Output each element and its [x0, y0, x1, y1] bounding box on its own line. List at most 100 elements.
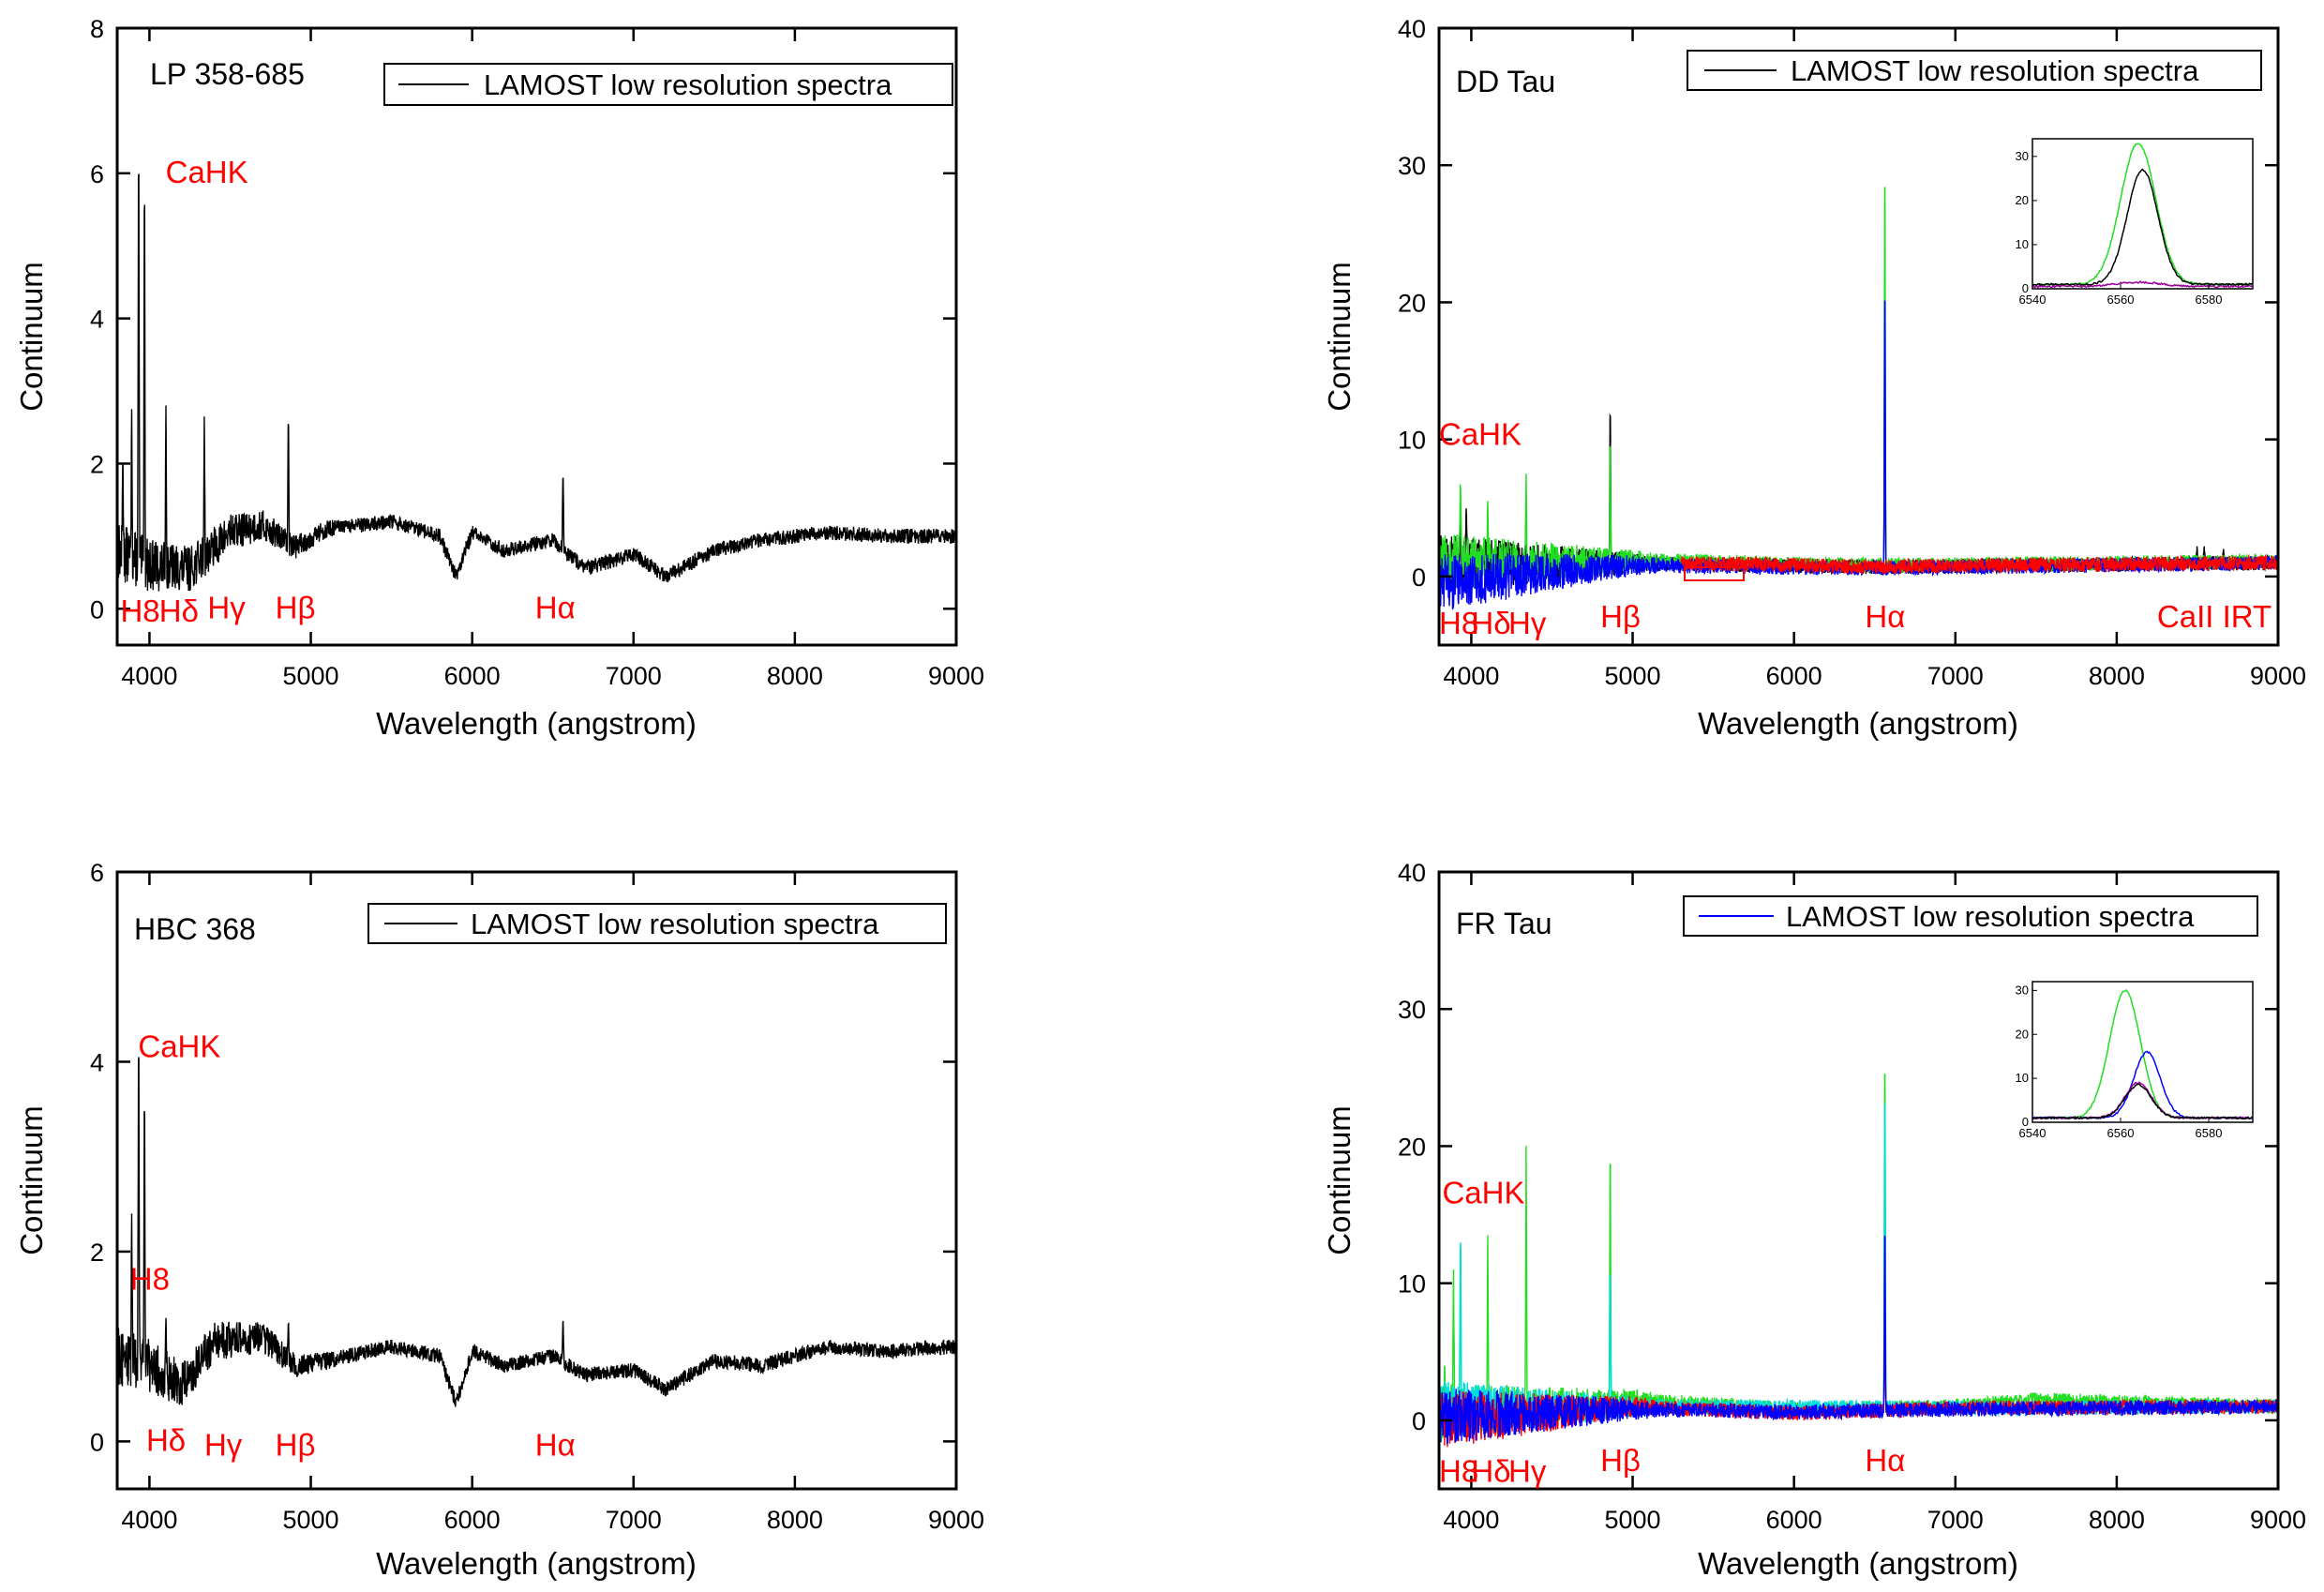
annotation-cahk: CaHK — [1439, 416, 1522, 451]
series-line-green — [1439, 1073, 2278, 1443]
inset-y-tick-label: 20 — [2016, 1027, 2029, 1041]
annotation-h-: Hγ — [1508, 1453, 1547, 1488]
x-tick-label: 8000 — [767, 662, 823, 690]
y-axis-label: Continuum — [1322, 262, 1357, 412]
legend: LAMOST low resolution spectra — [1683, 895, 2258, 937]
inset-y-tick-label: 30 — [2016, 983, 2029, 997]
y-axis-label: Continuum — [14, 1105, 49, 1255]
panel-hbc-368: 4000 5000 6000 7000 8000 9000 0 2 4 6 CaHK H8 Hδ Hγ H… — [14, 859, 984, 1581]
x-tick-label: 5000 — [282, 662, 338, 690]
inset-line — [2032, 1083, 2254, 1120]
inset-x-tick-label: 6540 — [2019, 293, 2047, 307]
annotation-caii-irt: CaII IRT — [2157, 599, 2272, 634]
annotation-h-: Hβ — [276, 590, 316, 624]
x-tick-label: 7000 — [1927, 1506, 1984, 1534]
annotation-h-: Hδ — [159, 593, 199, 628]
annotation-cahk: CaHK — [166, 155, 248, 189]
x-tick-label: 9000 — [928, 1506, 984, 1534]
inset-x-tick-label: 6560 — [2107, 1126, 2135, 1140]
annotation-h-: Hγ — [204, 1427, 243, 1462]
legend: LAMOST low resolution spectra — [383, 63, 953, 106]
x-tick-label: 5000 — [282, 1506, 338, 1534]
annotation-h-: Hδ — [1471, 1453, 1510, 1488]
annotation-h8: H8 — [130, 1261, 170, 1296]
panel-title: DD Tau — [1456, 65, 1555, 98]
annotation-h-: Hγ — [1508, 606, 1547, 640]
legend: LAMOST low resolution spectra — [367, 903, 947, 944]
inset-line — [2032, 280, 2254, 289]
x-tick-label: 9000 — [2250, 1506, 2306, 1534]
inset-line — [2032, 168, 2254, 287]
annotation-h8: H8 — [1439, 606, 1478, 640]
y-tick-label: 40 — [1398, 15, 1426, 43]
y-tick-label: 10 — [1398, 1270, 1426, 1299]
plot-frame — [115, 26, 958, 647]
y-tick-label: 8 — [90, 15, 104, 43]
annotation-cahk: CaHK — [1442, 1176, 1524, 1210]
x-tick-label: 8000 — [2089, 662, 2145, 690]
annotation-h-: Hα — [1865, 1443, 1905, 1478]
x-tick-label: 6000 — [444, 1506, 501, 1534]
annotation-h-: Hβ — [276, 1427, 316, 1462]
inset-y-tick-label: 30 — [2016, 149, 2029, 163]
inset-x-tick-label: 6580 — [2196, 293, 2223, 307]
legend: LAMOST low resolution spectra — [1687, 50, 2262, 91]
panel-fr-tau: 4000 5000 6000 7000 8000 9000 0 10 20 30 40 CaHK H8… — [1322, 859, 2306, 1581]
inset-y-tick-label: 10 — [2016, 237, 2029, 251]
inset-y-tick-label: 20 — [2016, 193, 2029, 207]
y-tick-label: 2 — [90, 450, 104, 478]
series-line-cyan — [1439, 1104, 2278, 1439]
series-line-blue — [1439, 1235, 2278, 1445]
annotation-h-: Hα — [535, 1427, 576, 1462]
legend-label: LAMOST low resolution spectra — [484, 68, 892, 101]
x-axis-label: Wavelength (angstrom) — [1698, 1546, 2018, 1581]
y-tick-label: 4 — [90, 306, 104, 334]
inset-frame — [2032, 138, 2254, 290]
inset-y-tick-label: 0 — [2022, 281, 2029, 295]
y-tick-label: 20 — [1398, 289, 1426, 317]
panel-title: LP 358-685 — [150, 57, 305, 91]
inset-plot: 6540 6560 6580 0 10 20 30 — [2016, 138, 2254, 307]
plot-frame — [1437, 870, 2280, 1491]
y-tick-label: 40 — [1398, 859, 1426, 887]
annotation-h-: Hδ — [1471, 606, 1510, 640]
y-tick-label: 10 — [1398, 427, 1426, 455]
annotation-h-: Hδ — [146, 1422, 186, 1457]
y-tick-label: 30 — [1398, 152, 1426, 180]
x-axis-label: Wavelength (angstrom) — [376, 706, 697, 741]
annotation-h-: Hβ — [1600, 1443, 1641, 1478]
annotation-h-: Hγ — [207, 590, 246, 624]
y-tick-label: 30 — [1398, 996, 1426, 1024]
x-tick-label: 7000 — [606, 1506, 662, 1534]
annotation-h8: H8 — [1439, 1453, 1478, 1488]
x-tick-label: 7000 — [606, 662, 662, 690]
x-tick-label: 6000 — [1766, 662, 1822, 690]
y-tick-label: 0 — [1412, 1407, 1426, 1435]
y-axis-label: Continuum — [14, 262, 49, 412]
inset-y-tick-label: 10 — [2016, 1071, 2029, 1085]
annotation-h-: Hα — [535, 590, 576, 624]
series-line-red — [1439, 1326, 2278, 1448]
x-tick-label: 5000 — [1604, 1506, 1660, 1534]
annotation-h-: Hα — [1865, 599, 1905, 634]
x-tick-label: 4000 — [1443, 662, 1499, 690]
inset-y-tick-label: 0 — [2022, 1115, 2029, 1129]
y-tick-label: 0 — [1412, 563, 1426, 592]
x-tick-label: 6000 — [444, 662, 501, 690]
legend-label: LAMOST low resolution spectra — [1786, 900, 2195, 933]
x-tick-label: 8000 — [767, 1506, 823, 1534]
plot-frame — [1437, 26, 2280, 647]
series-line-lamost-low-resolution-spectra — [117, 1057, 956, 1407]
series-line-red — [1680, 553, 2278, 576]
plot-frame — [115, 870, 958, 1491]
x-tick-label: 9000 — [2250, 662, 2306, 690]
y-tick-label: 0 — [90, 1428, 104, 1456]
zoom-region-marker — [1684, 566, 1745, 581]
annotation-cahk: CaHK — [138, 1029, 220, 1063]
panel-title: FR Tau — [1456, 907, 1552, 940]
panel-title: HBC 368 — [134, 912, 256, 946]
inset-plot: 6540 6560 6580 0 10 20 30 — [2016, 981, 2254, 1140]
x-tick-label: 6000 — [1766, 1506, 1822, 1534]
panel-lp-358-685: 4000 5000 6000 7000 8000 9000 0 2 4 6 8 CaHK H8 Hδ Hγ… — [14, 15, 984, 741]
